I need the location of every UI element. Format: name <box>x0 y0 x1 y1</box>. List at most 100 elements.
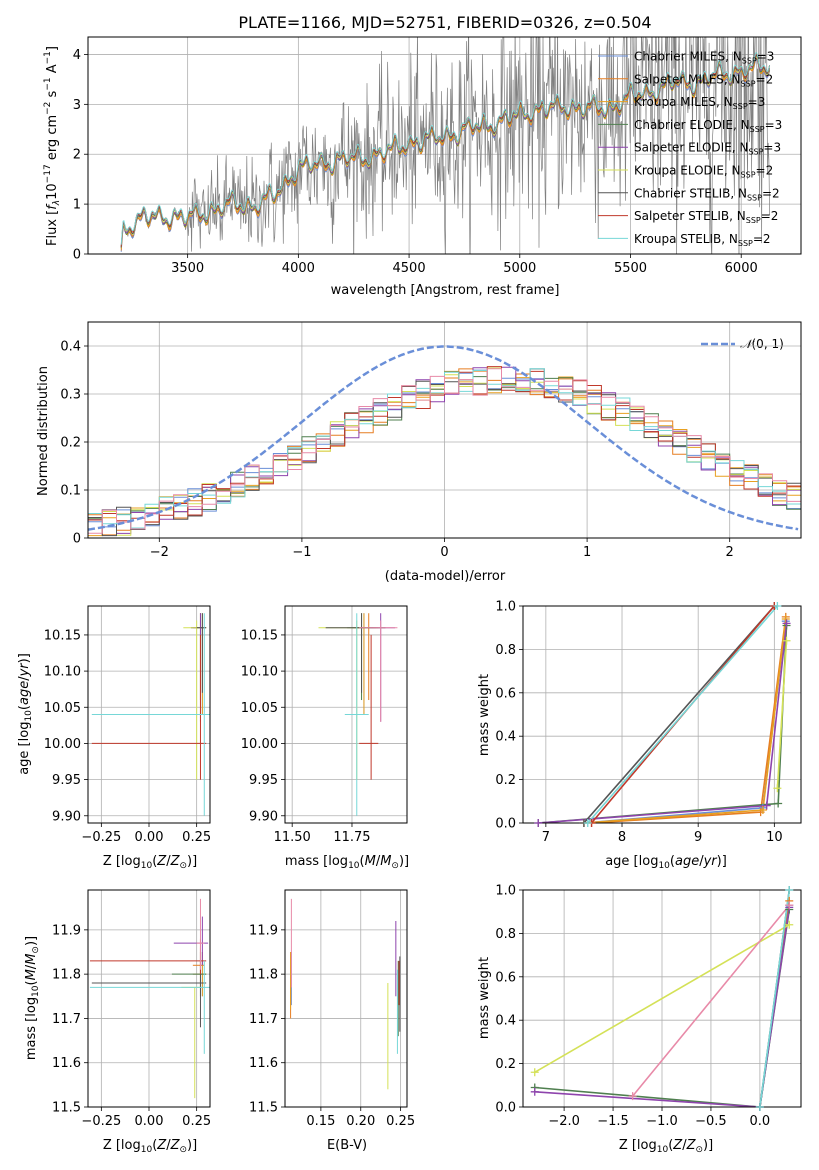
massEBV-xlabel: E(B-V) <box>327 1138 367 1153</box>
legend-label-kroupa-miles: Kroupa MILES, NSSP=3 <box>634 95 765 111</box>
age-vs-Z-xtick-label: 0.00 <box>135 830 164 845</box>
age-vs-Z-plot-area <box>91 613 210 816</box>
mwZ-xlabel: Z [log10(Z/Z⊙)] <box>619 1138 713 1155</box>
observed-spectrum-line <box>120 37 770 254</box>
residuals-ytick-label: 0.1 <box>60 484 81 499</box>
residuals-ytick-label: 0.4 <box>60 340 81 355</box>
mass-weight-vs-age-marker-salpeter-elodie <box>782 619 791 628</box>
mass-weight-vs-age-line-salpeter-miles <box>591 616 787 823</box>
mass-vs-ebv-frame <box>284 889 408 1108</box>
mass-weight-vs-age-line-kroupa-elodie <box>776 640 788 789</box>
spectrum-axes: 3500 4000 4500 5000 5500 6000 0 1 2 3 4 Chabrier MI… <box>73 36 802 276</box>
mass-vs-ebv-xtick-label: 0.20 <box>346 1114 375 1129</box>
mass-weight-vs-age-axes: 7 8 9 10 0.0 0.2 0.4 0.6 0.8 1.0 <box>495 600 802 845</box>
spectrum-xtick-label: 3500 <box>171 261 204 276</box>
mass-vs-Z-overlay: −0.25 0.00 0.25 11.5 11.6 11.7 11.8 11.9 <box>52 889 211 1129</box>
mass-vs-ebv-plot-area <box>290 898 401 1090</box>
massZ-ylabel: mass [log10(M/M⊙)] <box>24 936 41 1060</box>
mass-vs-Z-ytick-label: 11.7 <box>52 1012 81 1027</box>
mass-weight-vs-Z-line-salpeter-elodie <box>534 907 791 1107</box>
mass-weight-vs-age-line-chabrier-elodie <box>538 625 788 823</box>
ageMass-xlabel: mass [log10(M/M⊙)] <box>285 854 409 871</box>
mass-vs-Z-xtick-label: 0.25 <box>182 1114 211 1129</box>
mwZ-ylabel: mass weight <box>477 957 492 1039</box>
mass-weight-vs-age-ytick-label: 0.4 <box>495 730 516 745</box>
mass-weight-vs-Z-xtick-label: −1.0 <box>646 1114 678 1129</box>
mass-vs-ebv-overlay: 0.15 0.20 0.25 11.5 11.6 11.7 11.8 11.9 <box>249 889 415 1129</box>
mass-weight-vs-age-marker-salpeter-elodie <box>534 819 543 827</box>
age-vs-mass-ytick-label: 10.00 <box>241 737 278 752</box>
mass-weight-vs-age-marker-kroupa-stelib <box>773 602 782 610</box>
mass-weight-vs-age-marker-kroupa-miles <box>758 805 767 814</box>
age-vs-Z-xtick-label: 0.25 <box>182 830 211 845</box>
mass-weight-vs-age-xtick-label: 7 <box>542 830 550 845</box>
mass-weight-vs-age-marker-kroupa-elodie <box>773 784 782 793</box>
mass-vs-ebv-ytick-label: 11.8 <box>249 968 278 983</box>
legend-label-chabrier-miles: Chabrier MILES, NSSP=3 <box>634 50 774 66</box>
residuals-ytick-label: 0.2 <box>60 436 81 451</box>
mass-weight-vs-age-line-salpeter-elodie <box>538 623 788 823</box>
spectrum-xtick-label: 5000 <box>503 261 536 276</box>
mass-weight-vs-Z-xtick-label: 0.0 <box>750 1114 771 1129</box>
residual-panel: (data-model)/error Normed distribution 𝒩… <box>36 337 784 584</box>
mass-vs-Z-ytick-label: 11.6 <box>52 1056 81 1071</box>
mass-vs-ebv-xtick-label: 0.15 <box>306 1114 335 1129</box>
spectrum-xtick-label: 4500 <box>393 261 426 276</box>
spectrum-xlabel: wavelength [Angstrom, rest frame] <box>331 283 560 298</box>
residuals-ytick-label: 0.3 <box>60 388 81 403</box>
mass-vs-ebv-axes: 0.15 0.20 0.25 11.5 11.6 11.7 11.8 11.9 <box>249 889 415 1129</box>
mass-weight-vs-Z-marker-kroupa-elodie <box>785 920 794 929</box>
mass-weight-vs-Z-marker-kroupa-elodie <box>530 1068 539 1077</box>
spectrum-xtick-label: 6000 <box>725 261 758 276</box>
mass-weight-vs-age-marker-salpeter-elodie <box>762 801 771 810</box>
mass-weight-vs-Z-plot-area <box>534 890 791 1107</box>
mass-vs-Z-ytick-label: 11.5 <box>52 1101 81 1116</box>
age-vs-mass-ytick-label: 10.05 <box>241 701 278 716</box>
age-vs-mass-axes: 11.50 11.75 9.90 9.95 10.00 10.05 10.10 10.15 <box>241 605 408 845</box>
mwAge-xlabel: age [log10(age/yr)] <box>605 854 727 871</box>
mass-weight-vs-Z-axes: −2.0 −1.5 −1.0 −0.5 0.0 0.0 0.2 0.4 0.6 0.8 1.0 <box>495 884 802 1129</box>
legend-normal-label: 𝒩(0, 1) <box>740 337 784 351</box>
mass-vs-Z-xtick-label: −0.25 <box>81 1114 121 1129</box>
spectrum-overlay: 3500 4000 4500 5000 5500 6000 0 1 2 3 4 Chabrier MI… <box>73 36 802 276</box>
spectrum-ylabel: Flux [fλ10−17 erg cm−2 s−1 A−1] <box>43 46 62 246</box>
legend-label-salpeter-miles: Salpeter MILES, NSSP=2 <box>634 72 773 88</box>
mass-vs-Z-axes: −0.25 0.00 0.25 11.5 11.6 11.7 11.8 11.9 <box>52 889 211 1129</box>
mass-weight-vs-Z-ytick-label: 0.8 <box>495 927 516 942</box>
residuals-plot-area <box>88 345 801 537</box>
age-vs-mass-frame <box>284 605 408 824</box>
mass-weight-vs-Z-ytick-label: 0.0 <box>495 1101 516 1116</box>
mass-weight-vs-age-overlay: 7 8 9 10 0.0 0.2 0.4 0.6 0.8 1.0 <box>495 600 802 845</box>
massZ-xlabel: Z [log10(Z/Z⊙)] <box>103 1138 197 1155</box>
age-vs-mass-plot-area <box>318 613 398 816</box>
spectrum-frame <box>87 36 802 255</box>
mass-weight-vs-Z-ytick-label: 0.2 <box>495 1057 516 1072</box>
mass-weight-vs-Z-marker-pink <box>628 1092 637 1101</box>
age-vs-Z-axes: −0.25 0.00 0.25 9.90 9.95 10.00 10.05 10.10 10.1… <box>44 605 211 845</box>
mass-weight-vs-age-ytick-label: 0.0 <box>495 817 516 832</box>
residual-ylabel: Normed distribution <box>36 366 51 496</box>
mass-weight-vs-Z-marker-kroupa-stelib <box>755 1103 764 1111</box>
age-vs-mass-ytick-label: 9.95 <box>249 773 278 788</box>
residuals-xtick-label: 1 <box>583 545 591 560</box>
mass-weight-vs-age-line-kroupa-stelib <box>587 606 779 823</box>
mass-vs-Z-xtick-label: 0.00 <box>135 1114 164 1129</box>
residuals-xtick-label: −1 <box>292 545 311 560</box>
mass-vs-ebv-xtick-label: 0.25 <box>386 1114 415 1129</box>
residual-histogram-salpeter-stelib <box>88 366 801 523</box>
mass-weight-vs-Z-ytick-label: 0.4 <box>495 1014 516 1029</box>
mass-weight-vs-Z-marker-salpeter-elodie <box>530 1087 539 1096</box>
mwAge-ylabel: mass weight <box>477 674 492 756</box>
mass-weight-vs-Z-ytick-label: 0.6 <box>495 970 516 985</box>
spectrum-ytick-label: 2 <box>73 148 81 163</box>
mass-vs-ebv-ytick-label: 11.7 <box>249 1012 278 1027</box>
mass-weight-vs-age-ytick-label: 0.2 <box>495 773 516 788</box>
legend-label-salpeter-elodie: Salpeter ELODIE, NSSP=3 <box>634 141 781 157</box>
spectrum-plot-area <box>120 37 771 254</box>
mass-weight-vs-age-ytick-label: 1.0 <box>495 600 516 615</box>
residuals-ytick-label: 0 <box>73 532 81 547</box>
age-vs-Z-ytick-label: 9.90 <box>52 809 81 824</box>
mass-weight-vs-age-plot-area <box>538 606 788 823</box>
age-vs-Z-xtick-label: −0.25 <box>81 830 121 845</box>
